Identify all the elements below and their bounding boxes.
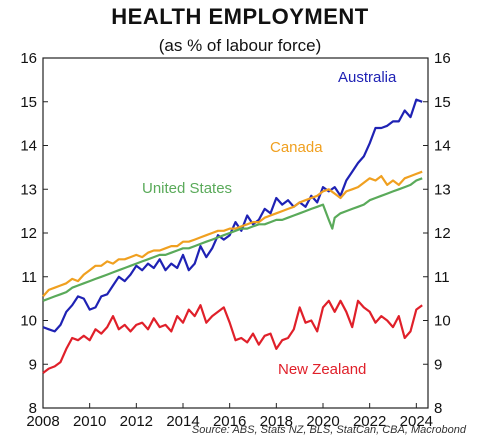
x-tick-label: 2020 [306,413,339,430]
series-line-australia [42,98,423,333]
y-tick-label-right: 10 [434,313,451,330]
y-tick-label-right: 9 [434,356,442,373]
series-line-new-zealand [42,299,423,374]
y-tick-label-right: 8 [434,400,442,417]
y-tick-label-right: 14 [434,138,451,155]
chart-subtitle: (as % of labour force) [158,36,322,55]
series-line-united-states [42,177,423,302]
source-note: Source: ABS, Stats NZ, BLS, StatCan, CBA… [191,424,466,436]
y-tick-label-left: 15 [20,94,37,111]
chart-title: HEALTH EMPLOYMENT [111,4,369,29]
x-tick-label: 2010 [73,413,106,430]
x-tick-label: 2016 [213,413,246,430]
y-tick-label-left: 12 [20,225,37,242]
y-tick-label-left: 14 [20,138,37,155]
y-tick-label-left: 16 [20,50,37,67]
x-tick-label: 2024 [400,413,433,430]
y-tick-label-right: 15 [434,94,451,111]
y-tick-label-left: 11 [21,269,37,286]
plot-frame [42,57,429,409]
y-tick-label-right: 13 [434,181,451,198]
x-tick-label: 2018 [260,413,293,430]
y-tick-label-right: 16 [434,50,451,67]
series-label-united-states: United States [142,180,232,197]
series-label-new-zealand: New Zealand [278,361,366,378]
x-tick-label: 2008 [26,413,59,430]
y-tick-label-left: 8 [29,400,37,417]
x-tick-label: 2022 [353,413,386,430]
x-tick-label: 2012 [120,413,153,430]
y-tick-label-left: 9 [29,356,37,373]
y-tick-label-left: 10 [20,313,37,330]
series-line-canada [42,170,423,298]
series-label-australia: Australia [338,69,397,86]
y-tick-label-right: 12 [434,225,451,242]
y-tick-label-right: 11 [434,269,450,286]
y-tick-label-left: 13 [20,181,37,198]
x-tick-label: 2014 [166,413,199,430]
series-label-canada: Canada [270,139,323,156]
